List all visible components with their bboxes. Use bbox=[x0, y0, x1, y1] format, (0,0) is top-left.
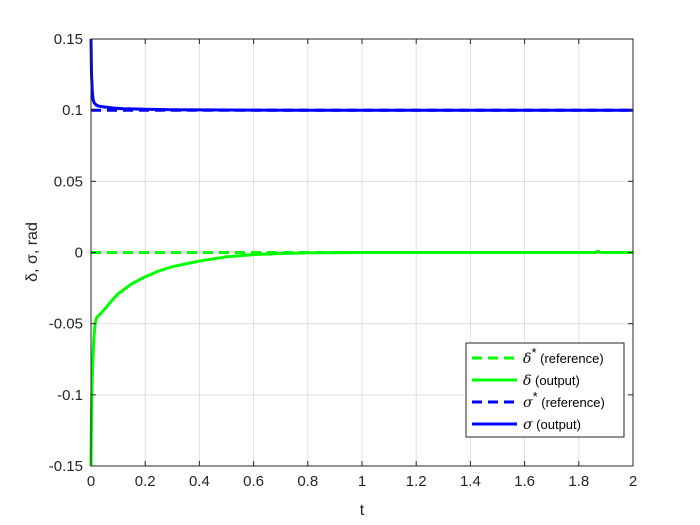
legend-entry-delta-reference: δ* (reference) bbox=[523, 345, 604, 367]
legend-superscript: * bbox=[533, 389, 538, 404]
legend-label: (reference) bbox=[537, 351, 604, 366]
y-tick-label: 0 bbox=[75, 245, 83, 262]
legend-label: (output) bbox=[531, 373, 579, 388]
y-tick-label: 0.05 bbox=[54, 173, 83, 190]
x-tick-label: 0.2 bbox=[135, 473, 156, 490]
y-tick-label: 0.1 bbox=[62, 102, 83, 119]
y-axis-label: δ, σ, rad bbox=[24, 222, 41, 282]
x-tick-label: 0 bbox=[87, 473, 95, 490]
legend-symbol: δ bbox=[523, 373, 531, 389]
x-tick-label: 1.4 bbox=[460, 473, 481, 490]
y-tick-label: -0.15 bbox=[49, 458, 83, 475]
y-tick-labels: -0.15 -0.1 -0.05 0 0.05 0.1 0.15 bbox=[49, 31, 83, 475]
x-tick-label: 1.2 bbox=[406, 473, 427, 490]
x-tick-label: 1.6 bbox=[514, 473, 535, 490]
legend: δ* (reference)δ (output)σ* (reference)σ … bbox=[465, 342, 625, 438]
x-tick-label: 0.8 bbox=[297, 473, 318, 490]
legend-entry-sigma-reference: σ* (reference) bbox=[523, 389, 605, 411]
x-tick-labels: 0 0.2 0.4 0.6 0.8 1 1.2 1.4 1.6 1.8 2 bbox=[87, 473, 637, 490]
legend-symbol: δ bbox=[523, 351, 531, 367]
y-tick-label: 0.15 bbox=[54, 31, 83, 48]
legend-label: (output) bbox=[533, 417, 581, 432]
axis-ticks bbox=[90, 38, 634, 467]
x-tick-label: 1 bbox=[358, 473, 366, 490]
series-layer bbox=[89, 38, 633, 467]
y-tick-label: -0.05 bbox=[49, 316, 83, 333]
x-tick-label: 1.8 bbox=[568, 473, 589, 490]
x-tick-label: 0.4 bbox=[189, 473, 210, 490]
y-tick-label: -0.1 bbox=[57, 387, 83, 404]
x-tick-label: 2 bbox=[629, 473, 637, 490]
legend-entry-delta-output: δ (output) bbox=[523, 373, 580, 389]
legend-superscript: * bbox=[531, 345, 536, 360]
legend-label: (reference) bbox=[538, 395, 605, 410]
series-line-delta-output bbox=[89, 249, 633, 467]
legend-symbol: σ bbox=[523, 395, 533, 411]
x-tick-label: 0.6 bbox=[243, 473, 264, 490]
x-axis-label: t bbox=[360, 502, 365, 519]
legend-entry-sigma-output: σ (output) bbox=[523, 417, 581, 433]
series-line-sigma-output bbox=[89, 38, 633, 112]
legend-symbol: σ bbox=[523, 417, 533, 433]
